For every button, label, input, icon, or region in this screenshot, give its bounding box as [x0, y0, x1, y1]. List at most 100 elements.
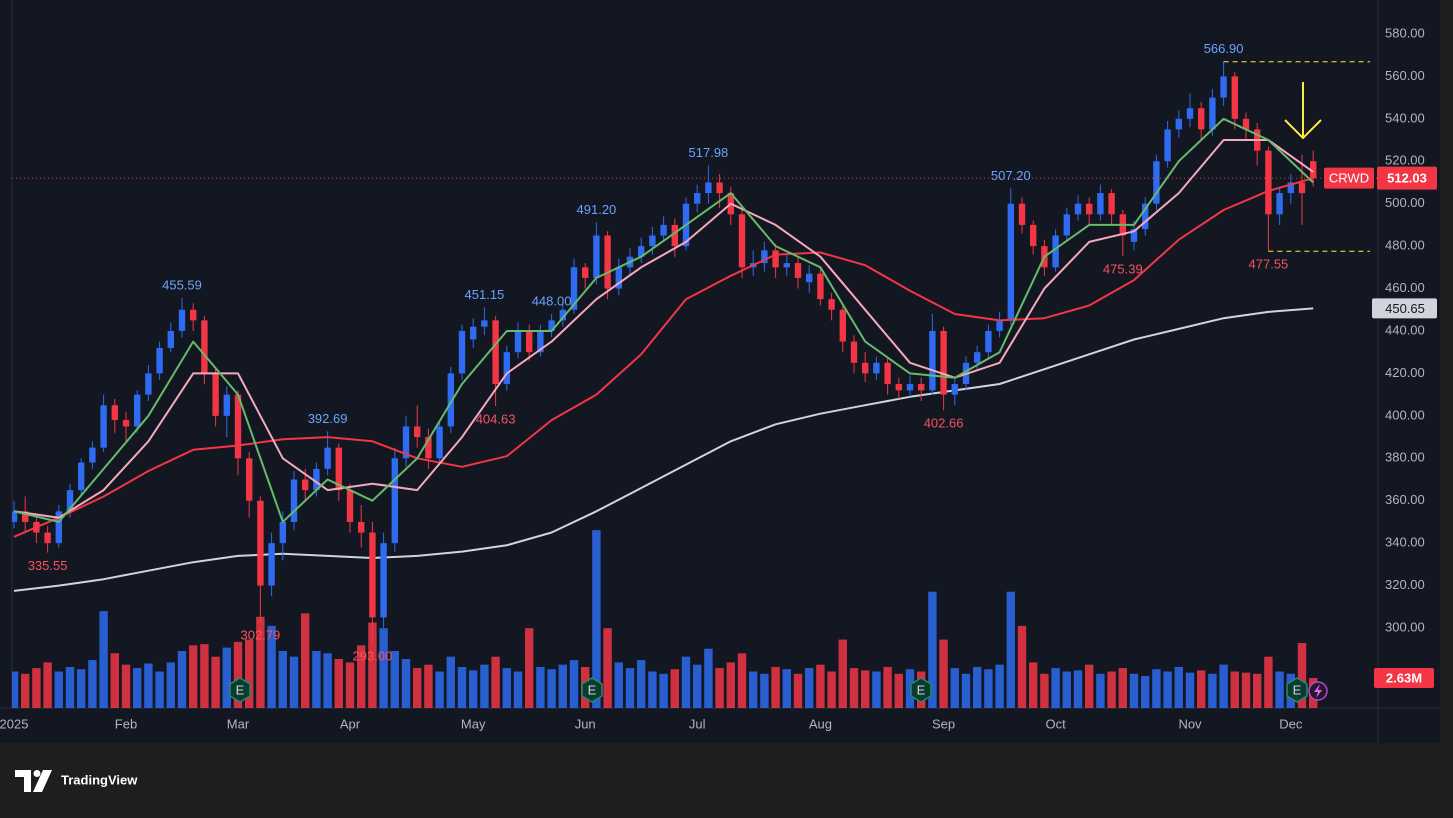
volume-bar [379, 628, 388, 708]
candle-body [111, 405, 118, 421]
volume-bar [278, 650, 287, 708]
volume-bar [816, 664, 825, 708]
extreme-label: 517.98 [689, 145, 729, 160]
volume-bar [121, 664, 131, 708]
candle-body [358, 521, 365, 533]
volume-bar [1006, 591, 1015, 708]
volume-bar [401, 658, 411, 708]
candle-body [302, 479, 309, 491]
candle-body [380, 543, 387, 618]
volume-bar [1029, 662, 1038, 708]
volume-bar [54, 671, 63, 708]
y-tick-label: 320.00 [1385, 577, 1425, 592]
candle-body [1086, 203, 1093, 215]
candle-body [1142, 203, 1149, 230]
volume-bar [1062, 671, 1071, 708]
candle-body [1231, 76, 1238, 119]
volume-tag [1374, 668, 1434, 689]
candle-body [436, 426, 443, 459]
candle-body [1287, 182, 1294, 194]
x-tick-label: Apr [340, 716, 361, 731]
candle-body [44, 532, 51, 544]
volume-bar [256, 616, 265, 708]
candle-body [548, 320, 555, 331]
candle-body [1018, 203, 1026, 225]
y-tick-label: 300.00 [1385, 619, 1425, 634]
candle-body [850, 341, 858, 363]
volume-bar [424, 664, 433, 708]
candle-body [906, 384, 914, 391]
x-tick-label: Jul [689, 716, 706, 731]
y-tick-label: 360.00 [1385, 492, 1425, 507]
volume-bar [43, 662, 52, 708]
extreme-label: 566.90 [1204, 41, 1244, 56]
candle-body [1265, 150, 1272, 215]
candle-body [369, 532, 376, 618]
candle-body [738, 214, 746, 268]
volume-bar [973, 666, 982, 708]
volume-bar [1208, 673, 1217, 708]
candle-body [638, 246, 645, 257]
candle-body [55, 511, 62, 544]
volume-bar [1253, 673, 1262, 708]
candle-body [783, 263, 790, 268]
y-tick-label: 440.00 [1385, 322, 1425, 337]
ma-price-tag [1372, 298, 1437, 319]
dividend-icon [1308, 681, 1328, 701]
ma-price-label: 450.65 [1385, 301, 1425, 316]
candle-body [1030, 224, 1037, 247]
volume-bar [849, 668, 859, 708]
candle-body [414, 426, 421, 438]
earnings-marker: E [1286, 677, 1308, 703]
volume-bar [603, 628, 612, 708]
candle-body [313, 468, 320, 491]
volume-bar [469, 670, 478, 708]
volume-bar [1174, 666, 1183, 708]
volume-bar [312, 650, 321, 708]
volume-bar [771, 666, 780, 708]
volume-bar [872, 671, 881, 708]
extreme-label: 302.79 [241, 628, 281, 643]
candle-body [156, 347, 163, 374]
x-tick-label: Aug [809, 716, 832, 731]
volume-bar [1073, 670, 1083, 708]
extreme-label: 455.59 [162, 277, 202, 292]
candle-body [615, 267, 622, 289]
volume-bar [928, 591, 937, 708]
candle-body [1310, 161, 1317, 179]
volume-bar [760, 673, 769, 708]
last-price-tag [1377, 166, 1437, 190]
candle-body [1298, 182, 1306, 194]
candle-body [1052, 235, 1059, 268]
volume-bar [357, 645, 366, 708]
candle-body [402, 426, 410, 459]
candle-body [570, 267, 578, 310]
volume-bar [65, 666, 75, 708]
candle-body [862, 362, 869, 374]
volume-bar [144, 663, 153, 708]
candle-body [929, 330, 936, 391]
candles [12, 61, 1317, 643]
last-price-label: 512.03 [1387, 171, 1427, 186]
volume-bar [749, 671, 758, 708]
candle-body [582, 267, 589, 278]
volume-bar [704, 648, 713, 708]
earnings-marker: E [229, 677, 251, 703]
volume-bar [1275, 671, 1284, 708]
volume-bar [345, 662, 355, 708]
volume-bar [77, 669, 86, 708]
volume-bar [1219, 664, 1228, 708]
candle-body [671, 224, 678, 247]
candle-body [649, 235, 656, 247]
candle-body [828, 299, 835, 310]
x-tick-label: Dec [1279, 716, 1303, 731]
volume-bar [950, 668, 959, 708]
extreme-label: 404.63 [476, 411, 516, 426]
volume-bar [861, 670, 870, 708]
candle-body [951, 384, 958, 395]
candle-body [839, 309, 846, 342]
candle-body [122, 420, 130, 427]
x-tick-label: Nov [1178, 716, 1202, 731]
volume-bar [1085, 664, 1094, 708]
volume-bar [984, 669, 993, 708]
